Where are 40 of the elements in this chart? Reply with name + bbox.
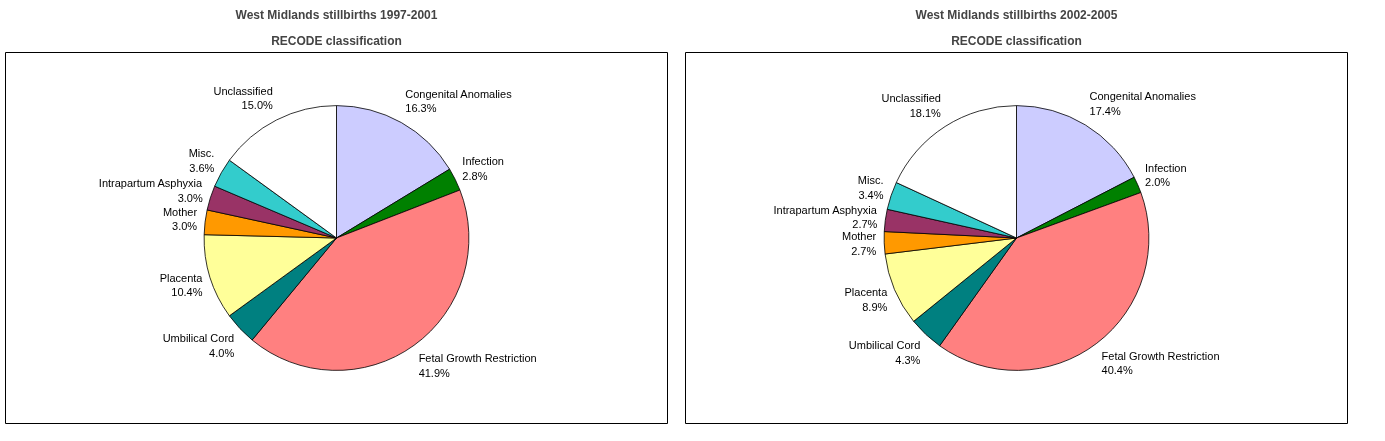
- data-label: 2.0%: [1145, 175, 1171, 188]
- slice-label: Misc.: [857, 174, 884, 187]
- chart-subtitle: RECODE classification: [271, 33, 402, 48]
- data-label: 8.9%: [862, 300, 888, 313]
- data-label: 15.0%: [241, 99, 273, 112]
- slice-label: Misc.: [188, 147, 215, 160]
- slice-label: Intrapartum Asphyxia: [98, 177, 204, 190]
- data-label: 3.4%: [858, 188, 884, 201]
- data-label: 2.7%: [852, 218, 878, 231]
- data-label: 2.8%: [462, 169, 488, 182]
- slice-label: Congenital Anomalies: [405, 87, 513, 100]
- data-label: 40.4%: [1101, 364, 1133, 377]
- data-label: 41.9%: [418, 366, 451, 379]
- data-label: 3.0%: [172, 220, 198, 233]
- slice-label: Placenta: [844, 286, 889, 299]
- slice-label: Infection: [1145, 161, 1187, 174]
- slice-label: Mother: [162, 206, 198, 219]
- slice-label: Congenital Anomalies: [1089, 90, 1197, 103]
- data-label: 4.0%: [209, 346, 235, 359]
- data-label: 17.4%: [1089, 104, 1121, 117]
- data-label: 3.0%: [177, 191, 203, 204]
- chart-subtitle: RECODE classification: [951, 33, 1082, 48]
- slice-label: Fetal Growth Restriction: [1101, 349, 1220, 362]
- slice-label: Mother: [842, 230, 877, 243]
- slice-label: Intrapartum Asphyxia: [773, 203, 878, 216]
- slice-label: Umbilical Cord: [162, 332, 235, 345]
- data-label: 16.3%: [405, 102, 437, 115]
- slice-label: Unclassified: [213, 84, 273, 97]
- data-label: 18.1%: [909, 106, 942, 119]
- slice-label: Umbilical Cord: [848, 339, 921, 352]
- slice-label: Fetal Growth Restriction: [418, 352, 537, 365]
- chart-title: West Midlands stillbirths 1997-2001: [235, 7, 438, 22]
- chart-title: West Midlands stillbirths 2002-2005: [915, 7, 1118, 22]
- data-label: 2.7%: [851, 244, 877, 257]
- data-label: 10.4%: [171, 285, 203, 298]
- slice-label: Unclassified: [881, 92, 941, 105]
- data-label: 4.3%: [895, 353, 921, 366]
- slice-label: Infection: [462, 155, 504, 168]
- slice-label: Placenta: [159, 271, 204, 284]
- data-label: 3.6%: [189, 161, 215, 174]
